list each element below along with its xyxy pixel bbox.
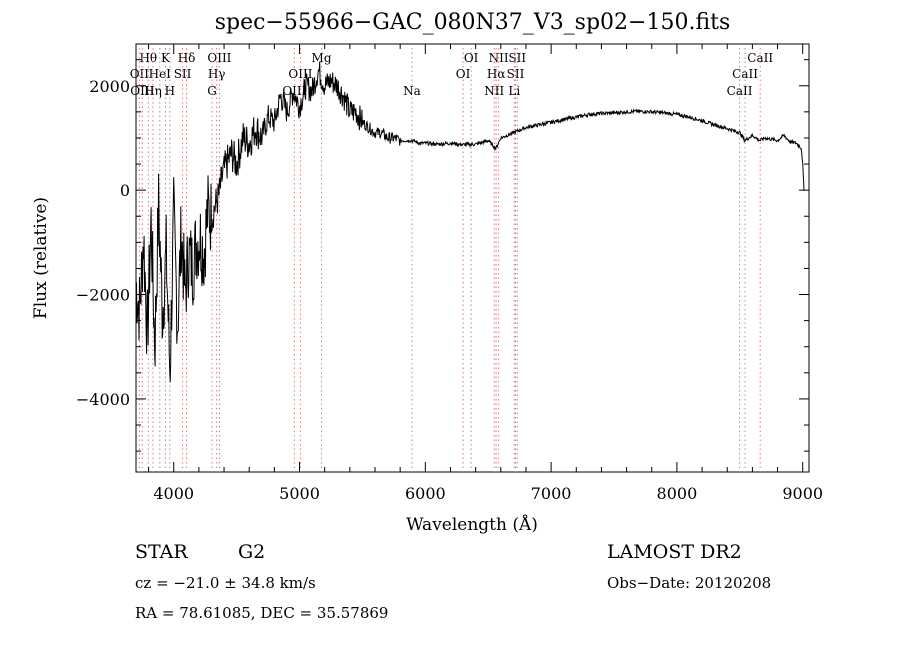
y-axis-label: Flux (relative) xyxy=(31,197,51,319)
x-tick-label-7000: 7000 xyxy=(531,484,572,503)
x-tick-label-4000: 4000 xyxy=(153,484,194,503)
line-label-11: G xyxy=(207,84,217,98)
x-tick-label-9000: 9000 xyxy=(782,484,823,503)
chart-title: spec−55966−GAC_080N37_V3_sp02−150.fits xyxy=(214,10,731,35)
line-label-26: CaII xyxy=(727,84,753,98)
line-label-16: OI xyxy=(464,51,479,65)
line-label-25: CaII xyxy=(732,67,758,81)
y-tick-label--4000: −4000 xyxy=(76,390,130,409)
line-label-9: OIII xyxy=(207,51,231,65)
line-label-14: Mg xyxy=(312,51,332,65)
line-label-17: OI xyxy=(456,67,471,81)
line-label-5: Hη xyxy=(144,84,162,98)
line-label-20: NII xyxy=(484,84,504,98)
survey-name: LAMOST DR2 xyxy=(607,541,742,563)
flux-series-line xyxy=(135,61,805,383)
object-class: STAR xyxy=(135,541,188,563)
coordinates: RA = 78.61085, DEC = 35.57869 xyxy=(135,604,389,622)
line-label-22: SII xyxy=(507,67,525,81)
x-tick-label-8000: 8000 xyxy=(657,484,698,503)
line-label-3: K xyxy=(161,51,171,65)
plot-frame xyxy=(135,43,810,473)
object-subclass: G2 xyxy=(238,541,266,563)
observation-date: Obs−Date: 20120208 xyxy=(607,574,772,592)
axis-ticks xyxy=(136,44,809,472)
line-label-15: Na xyxy=(403,84,421,98)
y-tick-label--2000: −2000 xyxy=(76,286,130,305)
line-label-8: H xyxy=(165,84,175,98)
line-label-10: Hγ xyxy=(208,67,226,81)
redshift-cz: cz = −21.0 ± 34.8 km/s xyxy=(135,574,316,592)
line-label-2: OIII xyxy=(130,84,154,98)
line-label-19: Hα xyxy=(487,67,506,81)
line-label-21: SII xyxy=(508,51,526,65)
line-label-13: OIII xyxy=(282,84,306,98)
line-label-6: Hδ xyxy=(178,51,196,65)
x-axis-label: Wavelength (Å) xyxy=(406,514,538,535)
line-label-23: Li xyxy=(508,84,520,98)
line-label-4: HeI xyxy=(149,67,172,81)
line-label-7: SII xyxy=(174,67,192,81)
y-tick-label-0: 0 xyxy=(120,181,130,200)
line-label-24: CaII xyxy=(747,51,773,65)
x-tick-label-5000: 5000 xyxy=(279,484,320,503)
line-label-18: NII xyxy=(489,51,509,65)
emission-line-markers: HθOIIOIIIKHeIHηHδSIIHOIIIHγGOIIIOIIIMgNa… xyxy=(130,48,773,472)
y-tick-label-2000: 2000 xyxy=(89,77,130,96)
axis-tick-labels: 4000 5000 6000 7000 8000 9000 −4000 −2000 0 2000 xyxy=(76,77,823,503)
x-tick-label-6000: 6000 xyxy=(405,484,446,503)
line-label-1: OII xyxy=(130,67,150,81)
